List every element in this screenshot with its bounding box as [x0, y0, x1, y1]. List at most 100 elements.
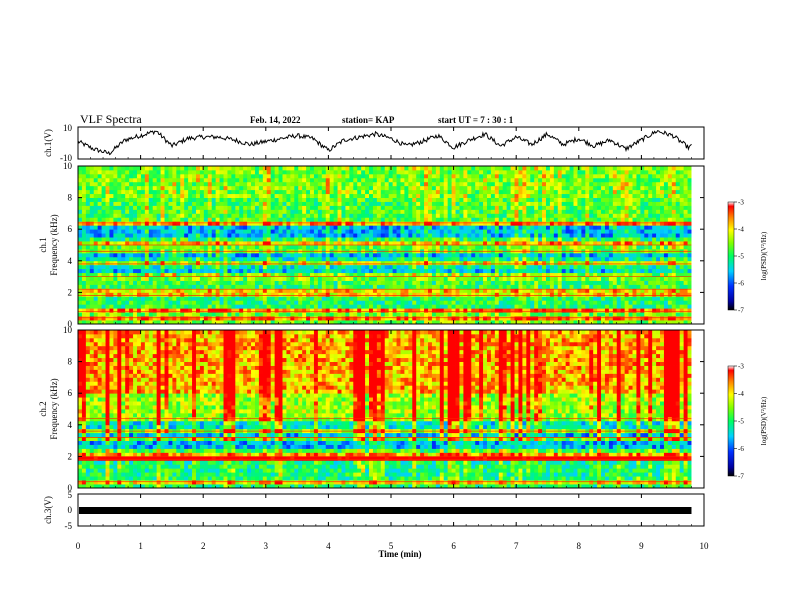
- spectrogram-cell: [199, 264, 205, 270]
- spectrogram-cell: [274, 288, 279, 293]
- spectrogram-cell: [553, 237, 559, 242]
- spectrogram-cell: [168, 197, 173, 202]
- spectrogram-cell: [573, 272, 578, 277]
- spectrogram-cell: [479, 300, 484, 305]
- spectrogram-cell: [310, 300, 315, 305]
- spectrogram-cell: [479, 241, 484, 246]
- spectrogram-cell: [361, 245, 366, 250]
- spectrogram-cell: [467, 217, 472, 222]
- spectrogram-cell: [471, 221, 476, 226]
- spectrogram-cell: [475, 284, 480, 289]
- spectrogram-cell: [105, 288, 110, 293]
- spectrogram-cell: [526, 252, 531, 258]
- spectrogram-cell: [152, 284, 158, 289]
- spectrogram-cell: [176, 316, 181, 321]
- spectrogram-cell: [223, 288, 228, 293]
- spectrogram-cell: [270, 197, 276, 202]
- spectrogram-cell: [317, 201, 323, 206]
- spectrogram-cell: [542, 233, 547, 238]
- spectrogram-cell: [294, 264, 299, 270]
- spectrogram-cell: [683, 264, 688, 270]
- spectrogram-cell: [310, 201, 315, 206]
- spectrogram-cell: [542, 276, 547, 281]
- spectrogram-cell: [89, 241, 95, 246]
- spectrogram-cell: [156, 308, 161, 313]
- spectrogram-cell: [483, 256, 488, 262]
- spectrogram-cell: [180, 225, 185, 230]
- spectrogram-cell: [522, 229, 527, 234]
- spectrogram-cell: [219, 264, 224, 270]
- spectrogram-cell: [589, 276, 594, 281]
- spectrogram-cell: [514, 308, 519, 313]
- spectrogram-cell: [459, 201, 464, 206]
- spectrogram-cell: [380, 320, 386, 325]
- spectrogram-cell: [317, 260, 323, 266]
- spectrogram-cell: [376, 197, 382, 202]
- spectrogram-cell: [89, 233, 95, 238]
- spectrogram-cell: [125, 296, 130, 301]
- spectrogram-cell: [628, 221, 633, 226]
- spectrogram-cell: [652, 213, 657, 218]
- spectrogram-cell: [365, 225, 370, 230]
- spectrogram-cell: [290, 197, 295, 202]
- spectrogram-cell: [376, 276, 382, 281]
- spectrogram-cell: [235, 252, 240, 258]
- spectrogram-cell: [569, 229, 574, 234]
- spectrogram-cell: [243, 229, 248, 234]
- spectrogram-cell: [667, 308, 673, 313]
- spectrogram-cell: [357, 241, 362, 246]
- spectrogram-cell: [652, 320, 657, 325]
- spectrogram-cell: [274, 217, 279, 222]
- spectrogram-cell: [136, 201, 142, 206]
- ch1-waveform-panel: 10 -10 ch.1(V): [43, 123, 705, 163]
- spectrogram-cell: [652, 217, 657, 222]
- spectrogram-cell: [353, 320, 358, 325]
- spectrogram-cell: [376, 280, 382, 285]
- spectrogram-cell: [443, 296, 449, 301]
- spectrogram-cell: [78, 201, 83, 206]
- spectrogram-cell: [679, 241, 685, 246]
- spectrogram-cell: [176, 201, 181, 206]
- spectrogram-cell: [125, 284, 130, 289]
- spectrogram-cell: [313, 272, 319, 277]
- spectrogram-cell: [494, 308, 500, 313]
- spectrogram-cell: [203, 245, 209, 250]
- spectrogram-cell: [506, 312, 511, 317]
- spectrogram-cell: [581, 296, 586, 301]
- spectrogram-cell: [223, 197, 228, 202]
- spectrogram-cell: [148, 316, 154, 321]
- spectrogram-cell: [247, 209, 252, 214]
- spectrogram-cell: [534, 205, 539, 210]
- spectrogram-cell: [357, 320, 362, 325]
- spectrogram-cell: [498, 308, 504, 313]
- spectrogram-cell: [372, 229, 378, 234]
- spectrogram-cell: [321, 213, 327, 218]
- spectrogram-cell: [416, 245, 421, 250]
- spectrogram-cell: [675, 276, 681, 281]
- spectrogram-cell: [459, 284, 464, 289]
- spectrogram-cell: [176, 296, 181, 301]
- spectrogram-cell: [121, 308, 126, 313]
- spectrogram-cell: [471, 233, 476, 238]
- spectrogram-cell: [81, 201, 87, 206]
- spectrogram-cell: [675, 260, 681, 266]
- spectrogram-cell: [290, 264, 295, 270]
- spectrogram-cell: [675, 241, 681, 246]
- spectrogram-cell: [632, 221, 637, 226]
- spectrogram-cell: [349, 209, 354, 214]
- spectrogram-cell: [463, 201, 468, 206]
- spectrogram-cell: [502, 288, 508, 293]
- spectrogram-cell: [239, 264, 244, 270]
- spectrogram-cell: [376, 316, 382, 321]
- spectrogram-cell: [129, 201, 134, 206]
- spectrogram-cell: [510, 280, 515, 285]
- spectrogram-cell: [604, 316, 610, 321]
- spectrogram-cell: [133, 308, 138, 313]
- spectrogram-cell: [652, 280, 657, 285]
- spectrogram-cell: [679, 320, 685, 325]
- spectrogram-cell: [109, 272, 114, 277]
- spectrogram-cell: [502, 213, 508, 218]
- spectrogram-cell: [644, 225, 649, 230]
- spectrogram-cell: [239, 300, 244, 305]
- spectrogram-cell: [416, 205, 421, 210]
